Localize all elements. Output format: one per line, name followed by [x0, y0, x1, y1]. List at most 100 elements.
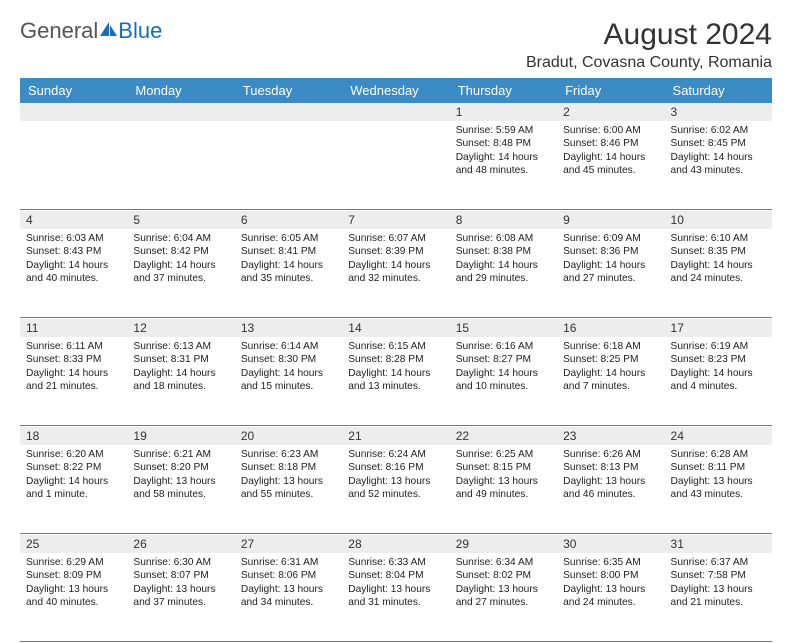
day-number-row: 45678910	[20, 211, 772, 229]
location-label: Bradut, Covasna County, Romania	[526, 54, 772, 72]
day-header: Tuesday	[235, 78, 342, 103]
sunset-line: Sunset: 8:31 PM	[133, 353, 228, 366]
daylight-line: Daylight: 13 hours and 46 minutes.	[563, 475, 658, 502]
day-details: Sunrise: 6:37 AMSunset: 7:58 PMDaylight:…	[671, 556, 766, 609]
day-header: Friday	[557, 78, 664, 103]
daylight-line: Daylight: 14 hours and 7 minutes.	[563, 367, 658, 394]
day-header: Sunday	[20, 78, 127, 103]
day-data-row: Sunrise: 5:59 AMSunset: 8:48 PMDaylight:…	[20, 121, 772, 209]
daylight-line: Daylight: 14 hours and 48 minutes.	[456, 151, 551, 178]
sunset-line: Sunset: 8:00 PM	[563, 569, 658, 582]
day-number-row: 123	[20, 103, 772, 121]
day-data-cell: Sunrise: 6:10 AMSunset: 8:35 PMDaylight:…	[665, 229, 772, 317]
day-details: Sunrise: 6:30 AMSunset: 8:07 PMDaylight:…	[133, 556, 228, 609]
day-data-cell: Sunrise: 6:14 AMSunset: 8:30 PMDaylight:…	[235, 337, 342, 425]
sunset-line: Sunset: 8:38 PM	[456, 245, 551, 258]
sunrise-line: Sunrise: 6:19 AM	[671, 340, 766, 353]
logo-text-blue: Blue	[118, 18, 162, 44]
day-details: Sunrise: 6:33 AMSunset: 8:04 PMDaylight:…	[348, 556, 443, 609]
day-data-cell: Sunrise: 6:18 AMSunset: 8:25 PMDaylight:…	[557, 337, 664, 425]
day-data-cell: Sunrise: 6:21 AMSunset: 8:20 PMDaylight:…	[127, 445, 234, 533]
sunset-line: Sunset: 8:18 PM	[241, 461, 336, 474]
page-header: General Blue August 2024 Bradut, Covasna…	[20, 18, 772, 72]
day-data-cell: Sunrise: 6:31 AMSunset: 8:06 PMDaylight:…	[235, 553, 342, 641]
day-data-cell: Sunrise: 6:26 AMSunset: 8:13 PMDaylight:…	[557, 445, 664, 533]
day-number-cell: 17	[665, 319, 772, 337]
day-details: Sunrise: 6:35 AMSunset: 8:00 PMDaylight:…	[563, 556, 658, 609]
day-number-cell: 7	[342, 211, 449, 229]
day-data-cell: Sunrise: 6:25 AMSunset: 8:15 PMDaylight:…	[450, 445, 557, 533]
day-data-row: Sunrise: 6:29 AMSunset: 8:09 PMDaylight:…	[20, 553, 772, 641]
sunset-line: Sunset: 8:48 PM	[456, 137, 551, 150]
sunset-line: Sunset: 8:20 PM	[133, 461, 228, 474]
day-number-cell: 10	[665, 211, 772, 229]
sunset-line: Sunset: 8:27 PM	[456, 353, 551, 366]
day-details: Sunrise: 6:02 AMSunset: 8:45 PMDaylight:…	[671, 124, 766, 177]
sunset-line: Sunset: 8:06 PM	[241, 569, 336, 582]
day-details: Sunrise: 6:18 AMSunset: 8:25 PMDaylight:…	[563, 340, 658, 393]
sunset-line: Sunset: 8:43 PM	[26, 245, 121, 258]
sunset-line: Sunset: 8:42 PM	[133, 245, 228, 258]
sunrise-line: Sunrise: 6:24 AM	[348, 448, 443, 461]
logo-sail-icon	[100, 22, 118, 43]
daylight-line: Daylight: 14 hours and 10 minutes.	[456, 367, 551, 394]
day-details: Sunrise: 6:23 AMSunset: 8:18 PMDaylight:…	[241, 448, 336, 501]
sunrise-line: Sunrise: 6:34 AM	[456, 556, 551, 569]
sunset-line: Sunset: 7:58 PM	[671, 569, 766, 582]
day-data-cell: Sunrise: 6:23 AMSunset: 8:18 PMDaylight:…	[235, 445, 342, 533]
daylight-line: Daylight: 13 hours and 27 minutes.	[456, 583, 551, 610]
day-details: Sunrise: 6:00 AMSunset: 8:46 PMDaylight:…	[563, 124, 658, 177]
day-header: Wednesday	[342, 78, 449, 103]
day-number-row: 11121314151617	[20, 319, 772, 337]
sunrise-line: Sunrise: 6:09 AM	[563, 232, 658, 245]
day-number-cell	[342, 103, 449, 121]
daylight-line: Daylight: 13 hours and 34 minutes.	[241, 583, 336, 610]
sunset-line: Sunset: 8:36 PM	[563, 245, 658, 258]
day-number-cell: 15	[450, 319, 557, 337]
daylight-line: Daylight: 13 hours and 55 minutes.	[241, 475, 336, 502]
daylight-line: Daylight: 14 hours and 45 minutes.	[563, 151, 658, 178]
day-data-cell	[20, 121, 127, 209]
day-details: Sunrise: 6:28 AMSunset: 8:11 PMDaylight:…	[671, 448, 766, 501]
sunset-line: Sunset: 8:11 PM	[671, 461, 766, 474]
day-details: Sunrise: 6:20 AMSunset: 8:22 PMDaylight:…	[26, 448, 121, 501]
sunrise-line: Sunrise: 6:16 AM	[456, 340, 551, 353]
sunset-line: Sunset: 8:23 PM	[671, 353, 766, 366]
day-details: Sunrise: 6:03 AMSunset: 8:43 PMDaylight:…	[26, 232, 121, 285]
day-number-cell: 28	[342, 535, 449, 553]
day-data-cell: Sunrise: 6:29 AMSunset: 8:09 PMDaylight:…	[20, 553, 127, 641]
day-number-cell: 9	[557, 211, 664, 229]
calendar-table: SundayMondayTuesdayWednesdayThursdayFrid…	[20, 78, 772, 643]
sunrise-line: Sunrise: 6:05 AM	[241, 232, 336, 245]
day-number-cell: 13	[235, 319, 342, 337]
day-number-cell: 1	[450, 103, 557, 121]
sunrise-line: Sunrise: 6:07 AM	[348, 232, 443, 245]
sunrise-line: Sunrise: 6:37 AM	[671, 556, 766, 569]
day-number-cell: 11	[20, 319, 127, 337]
sunrise-line: Sunrise: 6:02 AM	[671, 124, 766, 137]
sunset-line: Sunset: 8:45 PM	[671, 137, 766, 150]
day-data-cell: Sunrise: 6:05 AMSunset: 8:41 PMDaylight:…	[235, 229, 342, 317]
sunrise-line: Sunrise: 6:29 AM	[26, 556, 121, 569]
daylight-line: Daylight: 14 hours and 18 minutes.	[133, 367, 228, 394]
daylight-line: Daylight: 13 hours and 58 minutes.	[133, 475, 228, 502]
daylight-line: Daylight: 13 hours and 37 minutes.	[133, 583, 228, 610]
sunrise-line: Sunrise: 6:25 AM	[456, 448, 551, 461]
day-data-cell: Sunrise: 6:34 AMSunset: 8:02 PMDaylight:…	[450, 553, 557, 641]
daylight-line: Daylight: 13 hours and 52 minutes.	[348, 475, 443, 502]
day-number-cell: 26	[127, 535, 234, 553]
day-number-cell: 12	[127, 319, 234, 337]
day-details: Sunrise: 5:59 AMSunset: 8:48 PMDaylight:…	[456, 124, 551, 177]
day-number-cell	[235, 103, 342, 121]
day-details: Sunrise: 6:09 AMSunset: 8:36 PMDaylight:…	[563, 232, 658, 285]
sunrise-line: Sunrise: 6:11 AM	[26, 340, 121, 353]
sunrise-line: Sunrise: 6:15 AM	[348, 340, 443, 353]
day-data-cell: Sunrise: 6:33 AMSunset: 8:04 PMDaylight:…	[342, 553, 449, 641]
sunset-line: Sunset: 8:25 PM	[563, 353, 658, 366]
sunrise-line: Sunrise: 6:28 AM	[671, 448, 766, 461]
day-data-row: Sunrise: 6:20 AMSunset: 8:22 PMDaylight:…	[20, 445, 772, 533]
sunset-line: Sunset: 8:33 PM	[26, 353, 121, 366]
day-details: Sunrise: 6:34 AMSunset: 8:02 PMDaylight:…	[456, 556, 551, 609]
day-details: Sunrise: 6:14 AMSunset: 8:30 PMDaylight:…	[241, 340, 336, 393]
day-data-cell: Sunrise: 6:15 AMSunset: 8:28 PMDaylight:…	[342, 337, 449, 425]
